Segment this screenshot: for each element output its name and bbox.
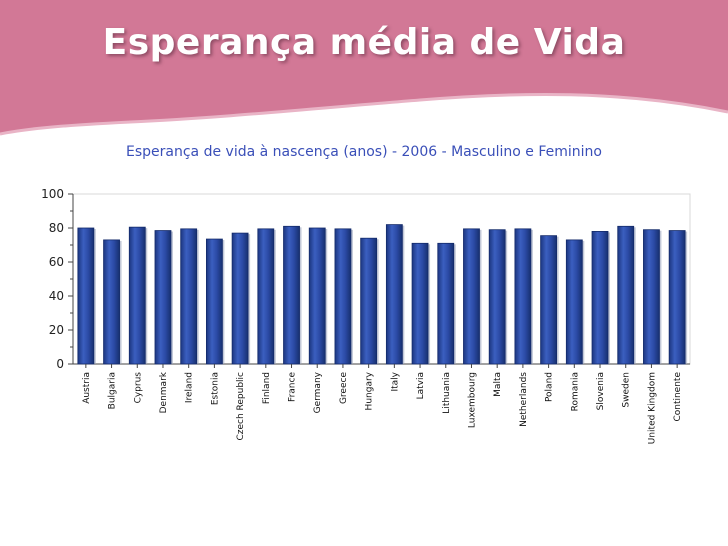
x-tick-label-austria: Austria (82, 372, 92, 404)
bar-greece (334, 228, 352, 365)
x-tick-label-romania: Romania (570, 372, 580, 411)
chart-title: Esperança de vida à nascença (anos) - 20… (126, 144, 602, 160)
bar-sweden (617, 225, 635, 365)
x-tick-label-cyprus: Cyprus (133, 372, 143, 404)
bar-latvia (411, 242, 429, 365)
bar-luxembourg (463, 228, 480, 365)
bar-czech-republic (231, 232, 249, 365)
x-tick-label-sweden: Sweden (622, 372, 632, 408)
bar-chart: 0 20 40 60 80 100 Austria Bulgaria Cyprus Denmar… (41, 187, 691, 444)
slide-title: Esperança média de Vida (102, 22, 626, 63)
bar-continente (668, 230, 686, 365)
y-tick-label: 60 (49, 255, 64, 269)
x-tick-label-lithuania: Lithuania (442, 372, 452, 414)
x-tick-label-slovenia: Slovenia (596, 372, 606, 410)
banner-wave (0, 0, 728, 134)
bar-estonia (205, 238, 223, 365)
x-tick-label-united-kingdom: United Kingdom (647, 372, 657, 444)
bar-france (283, 225, 300, 365)
x-tick-label-finland: Finland (262, 372, 272, 404)
x-tick-label-latvia: Latvia (416, 372, 426, 399)
bar-malta (488, 229, 506, 365)
x-tick-label-luxembourg: Luxembourg (467, 372, 477, 428)
x-tick-label-germany: Germany (313, 371, 323, 413)
x-tick-label-denmark: Denmark (159, 371, 169, 413)
bar-romania (565, 239, 583, 365)
bar-finland (257, 228, 275, 365)
bar-cyprus (128, 226, 146, 365)
bar-hungary (360, 237, 378, 365)
x-tick-label-greece: Greece (339, 372, 349, 404)
x-tick-label-malta: Malta (493, 372, 503, 397)
bar-slovenia (591, 231, 609, 365)
bars-group (77, 224, 688, 365)
bar-italy (385, 224, 403, 365)
x-tick-label-bulgaria: Bulgaria (108, 372, 118, 409)
y-tick-label: 0 (56, 357, 64, 371)
x-tick-label-hungary: Hungary (365, 371, 375, 410)
bar-poland (540, 235, 558, 365)
bar-ireland (180, 228, 198, 365)
y-axis: 0 20 40 60 80 100 (41, 187, 691, 371)
y-tick-label: 100 (41, 187, 64, 201)
y-tick-label: 40 (49, 289, 64, 303)
bar-netherlands (514, 228, 532, 365)
bar-lithuania (437, 242, 455, 365)
bar-united-kingdom (643, 229, 660, 365)
banner-wave-highlight (0, 92, 728, 136)
x-tick-label-continente: Continente (673, 372, 683, 422)
bar-austria (77, 227, 95, 365)
x-tick-label-italy: Italy (390, 371, 400, 391)
x-tick-label-netherlands: Netherlands (519, 372, 529, 427)
bar-denmark (154, 230, 172, 365)
x-tick-label-estonia: Estonia (210, 372, 220, 405)
bar-germany (308, 227, 326, 365)
x-tick-label-czech-republic: Czech Republic (236, 372, 246, 441)
x-tick-label-ireland: Ireland (185, 372, 195, 403)
y-tick-label: 20 (49, 323, 64, 337)
x-tick-label-france: France (288, 372, 298, 402)
x-axis-labels: Austria Bulgaria Cyprus Denmark Ireland Eston… (82, 364, 683, 444)
bar-bulgaria (103, 239, 120, 365)
title-banner (0, 0, 728, 136)
x-tick-label-poland: Poland (545, 372, 555, 402)
y-tick-label: 80 (49, 221, 64, 235)
